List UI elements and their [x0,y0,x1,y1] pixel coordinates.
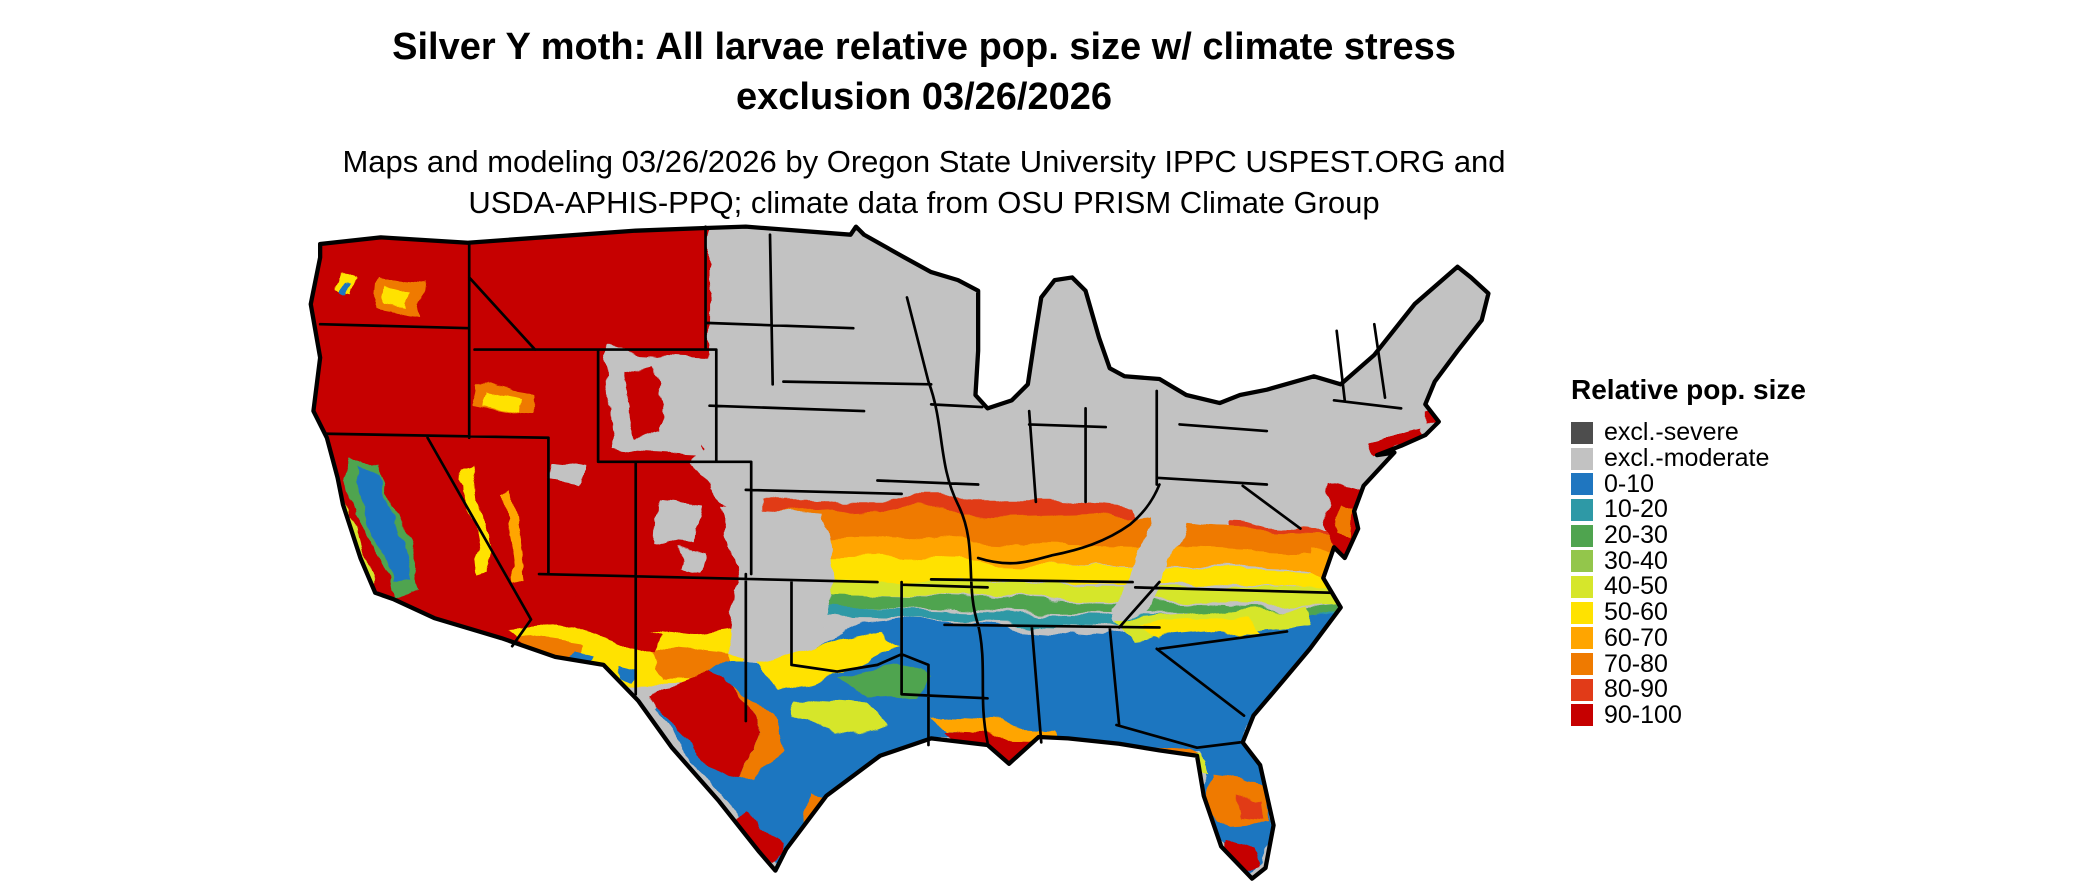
legend-label: excl.-moderate [1604,444,1770,473]
legend-swatch [1571,678,1593,701]
legend-row: 40-50 [1571,574,1991,600]
us-map-svg [308,224,1491,881]
legend-swatch [1571,550,1593,573]
legend-swatch [1571,498,1593,521]
us-map [300,224,1522,892]
legend-swatch [1571,421,1593,444]
legend-swatch [1571,653,1593,676]
legend-label: 80-90 [1604,675,1668,704]
legend-title: Relative pop. size [1571,374,1806,405]
legend-label: 50-60 [1604,598,1668,627]
legend-label: 20-30 [1604,521,1668,550]
legend-row: excl.-moderate [1571,446,1991,472]
legend-label: 90-100 [1604,700,1682,729]
legend-row: excl.-severe [1571,420,1991,446]
legend-swatch [1571,447,1593,470]
legend-label: excl.-severe [1604,418,1739,447]
legend-label: 40-50 [1604,572,1668,601]
legend-row: 20-30 [1571,523,1991,549]
legend-row: 30-40 [1571,548,1991,574]
legend-label: 30-40 [1604,546,1668,575]
legend-row: 70-80 [1571,651,1991,677]
legend-label: 0-10 [1604,469,1655,498]
legend-items: excl.-severe excl.-moderate 0-10 10-20 2… [1571,420,1991,728]
legend-label: 10-20 [1604,495,1668,524]
map-subtitle: Maps and modeling 03/26/2026 by Oregon S… [342,144,1506,220]
legend-row: 80-90 [1571,677,1991,703]
legend-swatch [1571,473,1593,496]
legend-label: 60-70 [1604,623,1668,652]
legend-swatch [1571,601,1593,624]
legend-row: 90-100 [1571,700,1991,729]
legend-label: 70-80 [1604,649,1668,678]
legend-swatch [1571,704,1593,727]
legend-row: 10-20 [1571,497,1991,523]
legend-row: 50-60 [1571,600,1991,626]
legend-swatch [1571,627,1593,650]
map-title: Silver Y moth: All larvae relative pop. … [392,26,1456,119]
legend-swatch [1571,575,1593,598]
legend-swatch [1571,524,1593,547]
header: Silver Y moth: All larvae relative pop. … [0,22,1848,223]
legend-row: 60-70 [1571,623,1991,652]
legend-row: 0-10 [1571,471,1991,497]
legend: Relative pop. size excl.-severe excl.-mo… [1571,374,1991,728]
